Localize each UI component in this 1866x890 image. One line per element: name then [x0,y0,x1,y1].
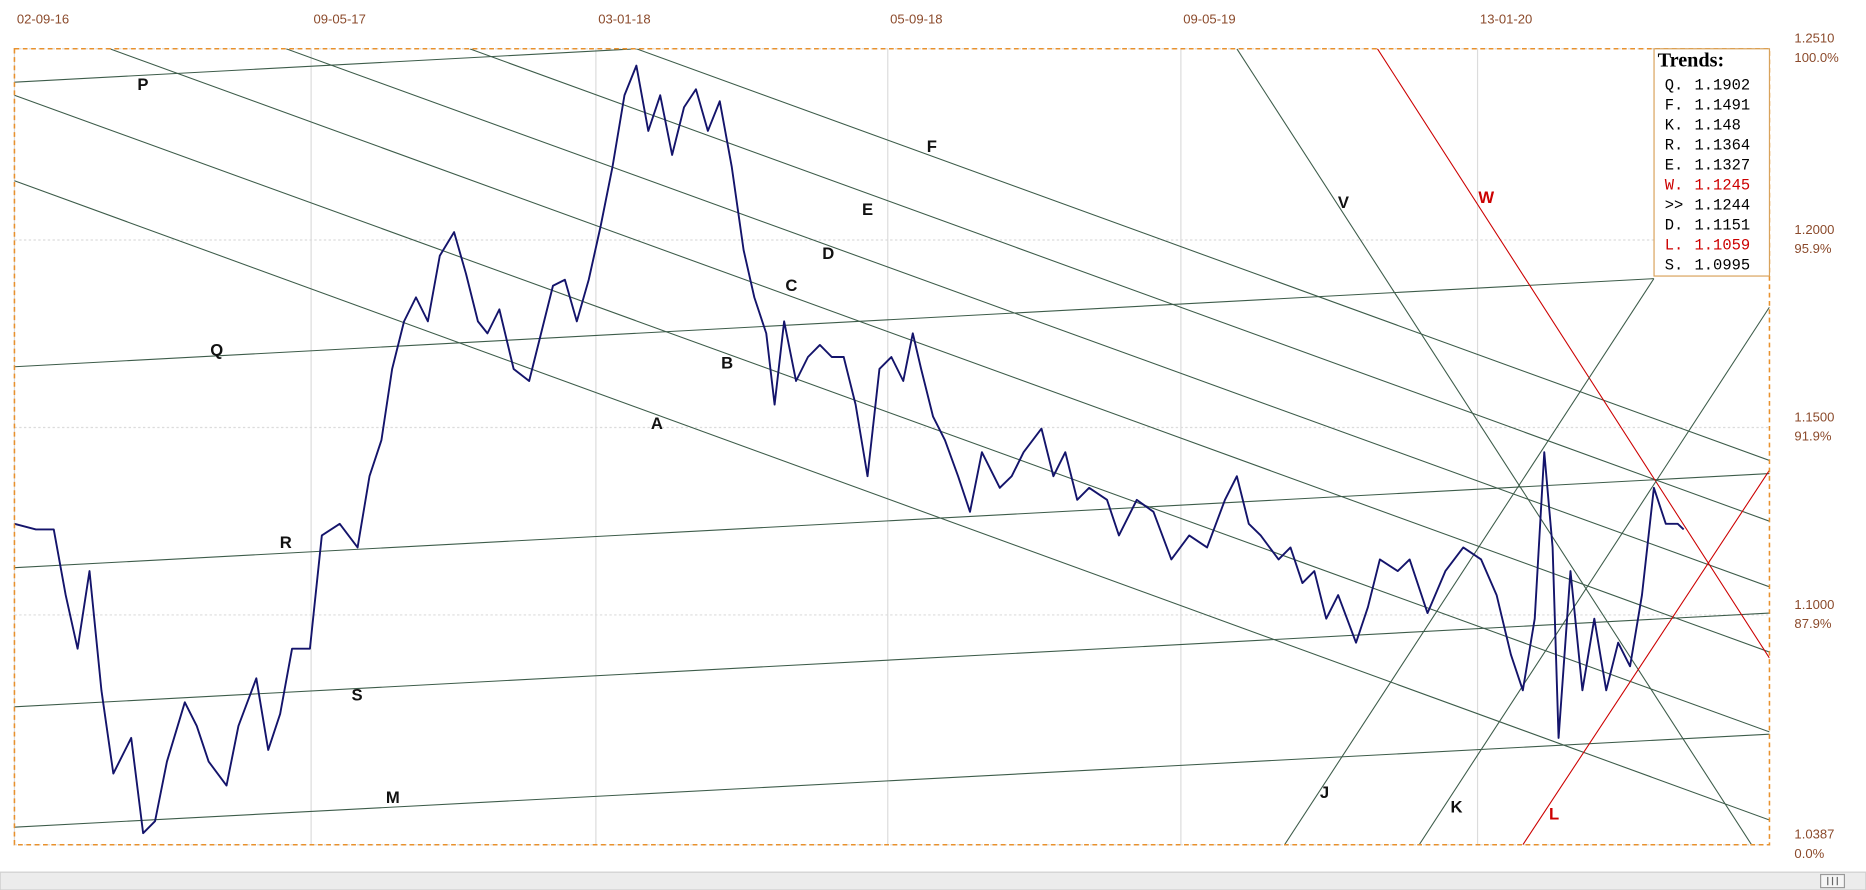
trendline [1522,469,1770,845]
trendline-label: F [927,137,937,156]
trendline-label: V [1338,193,1349,212]
trendline [1236,48,1753,845]
x-tick-label: 03-01-18 [598,12,650,27]
y-percent-label: 91.9% [1794,428,1831,443]
trendline-label: M [386,788,400,807]
y-percent-label: 100.0% [1794,50,1839,65]
trendline [14,180,1770,821]
trendline [109,48,1770,653]
x-tick-label: 05-09-18 [890,12,942,27]
panel-row-value: 1.1364 [1694,137,1750,155]
panel-row-label: K. [1665,117,1684,135]
y-tick-label: 1.0387 [1794,827,1834,842]
trendlines [14,48,1770,845]
labels: 02-09-16 09-05-17 03-01-18 05-09-18 09-05-19… [17,12,1839,861]
trendline [1284,278,1655,845]
panel-row-value: 1.1327 [1694,157,1750,175]
trendline [285,48,1770,588]
x-tick-label: 13-01-20 [1480,12,1532,27]
trendline [14,94,1770,733]
trendline [14,48,637,83]
panel-row-value: 1.1059 [1694,237,1750,255]
trendline-label: K [1451,797,1463,816]
x-tick-label: 09-05-17 [313,12,365,27]
trendline [1418,306,1770,845]
trendline-label: Q [210,340,223,359]
panel-row-value: 1.148 [1694,117,1740,135]
grip-lines [1827,876,1838,886]
trendline-label: L [1549,804,1559,823]
y-percent-label: 95.9% [1794,241,1831,256]
trendline-label: D [822,244,834,263]
trendline [14,278,1654,368]
panel-row-value: 1.1245 [1694,177,1750,195]
y-tick-label: 1.2000 [1794,222,1834,237]
panel-box [1653,48,1771,277]
scrollbar[interactable] [0,871,1866,890]
series [14,64,1685,835]
panel-row-value: 1.1151 [1694,217,1750,235]
panel-row-label: Q. [1665,77,1684,95]
plot-frame [13,48,1771,846]
trendline-label: B [721,353,733,372]
trendline [1377,48,1770,659]
panel-row-label: R. [1665,137,1684,155]
trendline [14,473,1770,569]
y-tick-label: 1.2510 [1794,31,1834,46]
trendline-label: P [137,75,148,94]
panel-row-value: 1.1491 [1694,97,1750,115]
price-line [14,64,1685,835]
x-tick-label: 09-05-19 [1183,12,1235,27]
trendline-label: W [1478,188,1494,207]
panel-row-value: 1.1244 [1694,197,1750,215]
panel-row-label: W. [1665,177,1684,195]
trendline [14,612,1770,708]
panel-row-label: >> [1665,197,1684,215]
trendline-label: S [352,685,363,704]
panel-row-label: L. [1665,237,1684,255]
y-tick-label: 1.1500 [1794,409,1834,424]
x-tick-label: 02-09-16 [17,12,69,27]
y-percent-label: 87.9% [1794,616,1831,631]
panel-row-label: D. [1665,217,1684,235]
panel-row-value: 1.1902 [1694,77,1750,95]
trendline-label: J [1320,783,1329,802]
panel-row-label: S. [1665,257,1684,275]
trendline-label: R [280,533,292,552]
trendline-label: C [785,276,797,295]
panel-row-label: E. [1665,157,1684,175]
panel-row-value: 1.0995 [1694,257,1750,275]
y-tick-label: 1.1000 [1794,597,1834,612]
panel-row-label: F. [1665,97,1684,115]
trendline [469,48,1770,522]
y-percent-label: 0.0% [1794,846,1824,861]
trendline-label: E [862,200,873,219]
panel-title: Trends: [1658,50,1725,72]
trendline-label: A [651,414,663,433]
trends-panel: Trends: Q. 1.1902 F. 1.1491 K. 1.148 R. 1.1364 E.… [1653,48,1771,277]
trendline [14,733,1770,828]
